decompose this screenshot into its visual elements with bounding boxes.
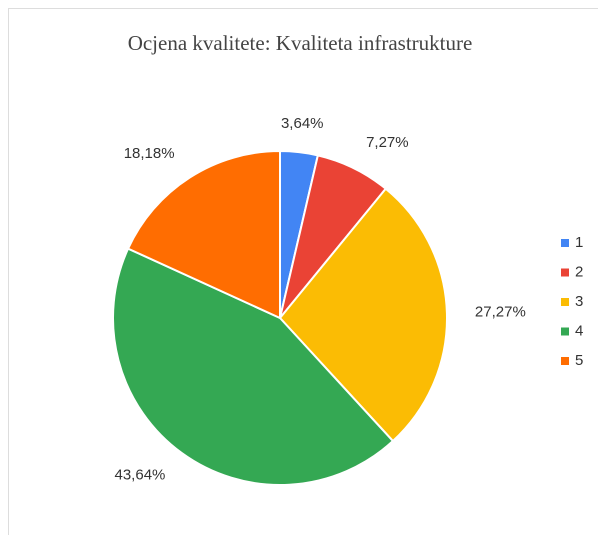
data-label: 7,27% bbox=[366, 134, 409, 151]
data-label: 18,18% bbox=[124, 145, 175, 162]
legend-swatch bbox=[561, 357, 569, 365]
legend-swatch bbox=[561, 298, 569, 306]
legend-label: 2 bbox=[575, 263, 583, 280]
pie-slice bbox=[278, 187, 448, 443]
legend-swatch bbox=[561, 239, 569, 247]
legend-swatch bbox=[561, 327, 569, 336]
legend-label: 3 bbox=[575, 293, 583, 310]
legend-swatch bbox=[561, 268, 569, 277]
pie-slice bbox=[112, 247, 395, 486]
data-label: 27,27% bbox=[475, 303, 526, 320]
legend-label: 5 bbox=[575, 352, 583, 369]
pie-slice bbox=[126, 149, 281, 320]
legend-label: 4 bbox=[575, 322, 583, 339]
data-label: 3,64% bbox=[281, 115, 324, 132]
chart-title: Ocjena kvalitete: Kvaliteta infrastruktu… bbox=[128, 31, 473, 55]
legend-label: 1 bbox=[575, 234, 583, 251]
data-label: 43,64% bbox=[115, 467, 166, 484]
